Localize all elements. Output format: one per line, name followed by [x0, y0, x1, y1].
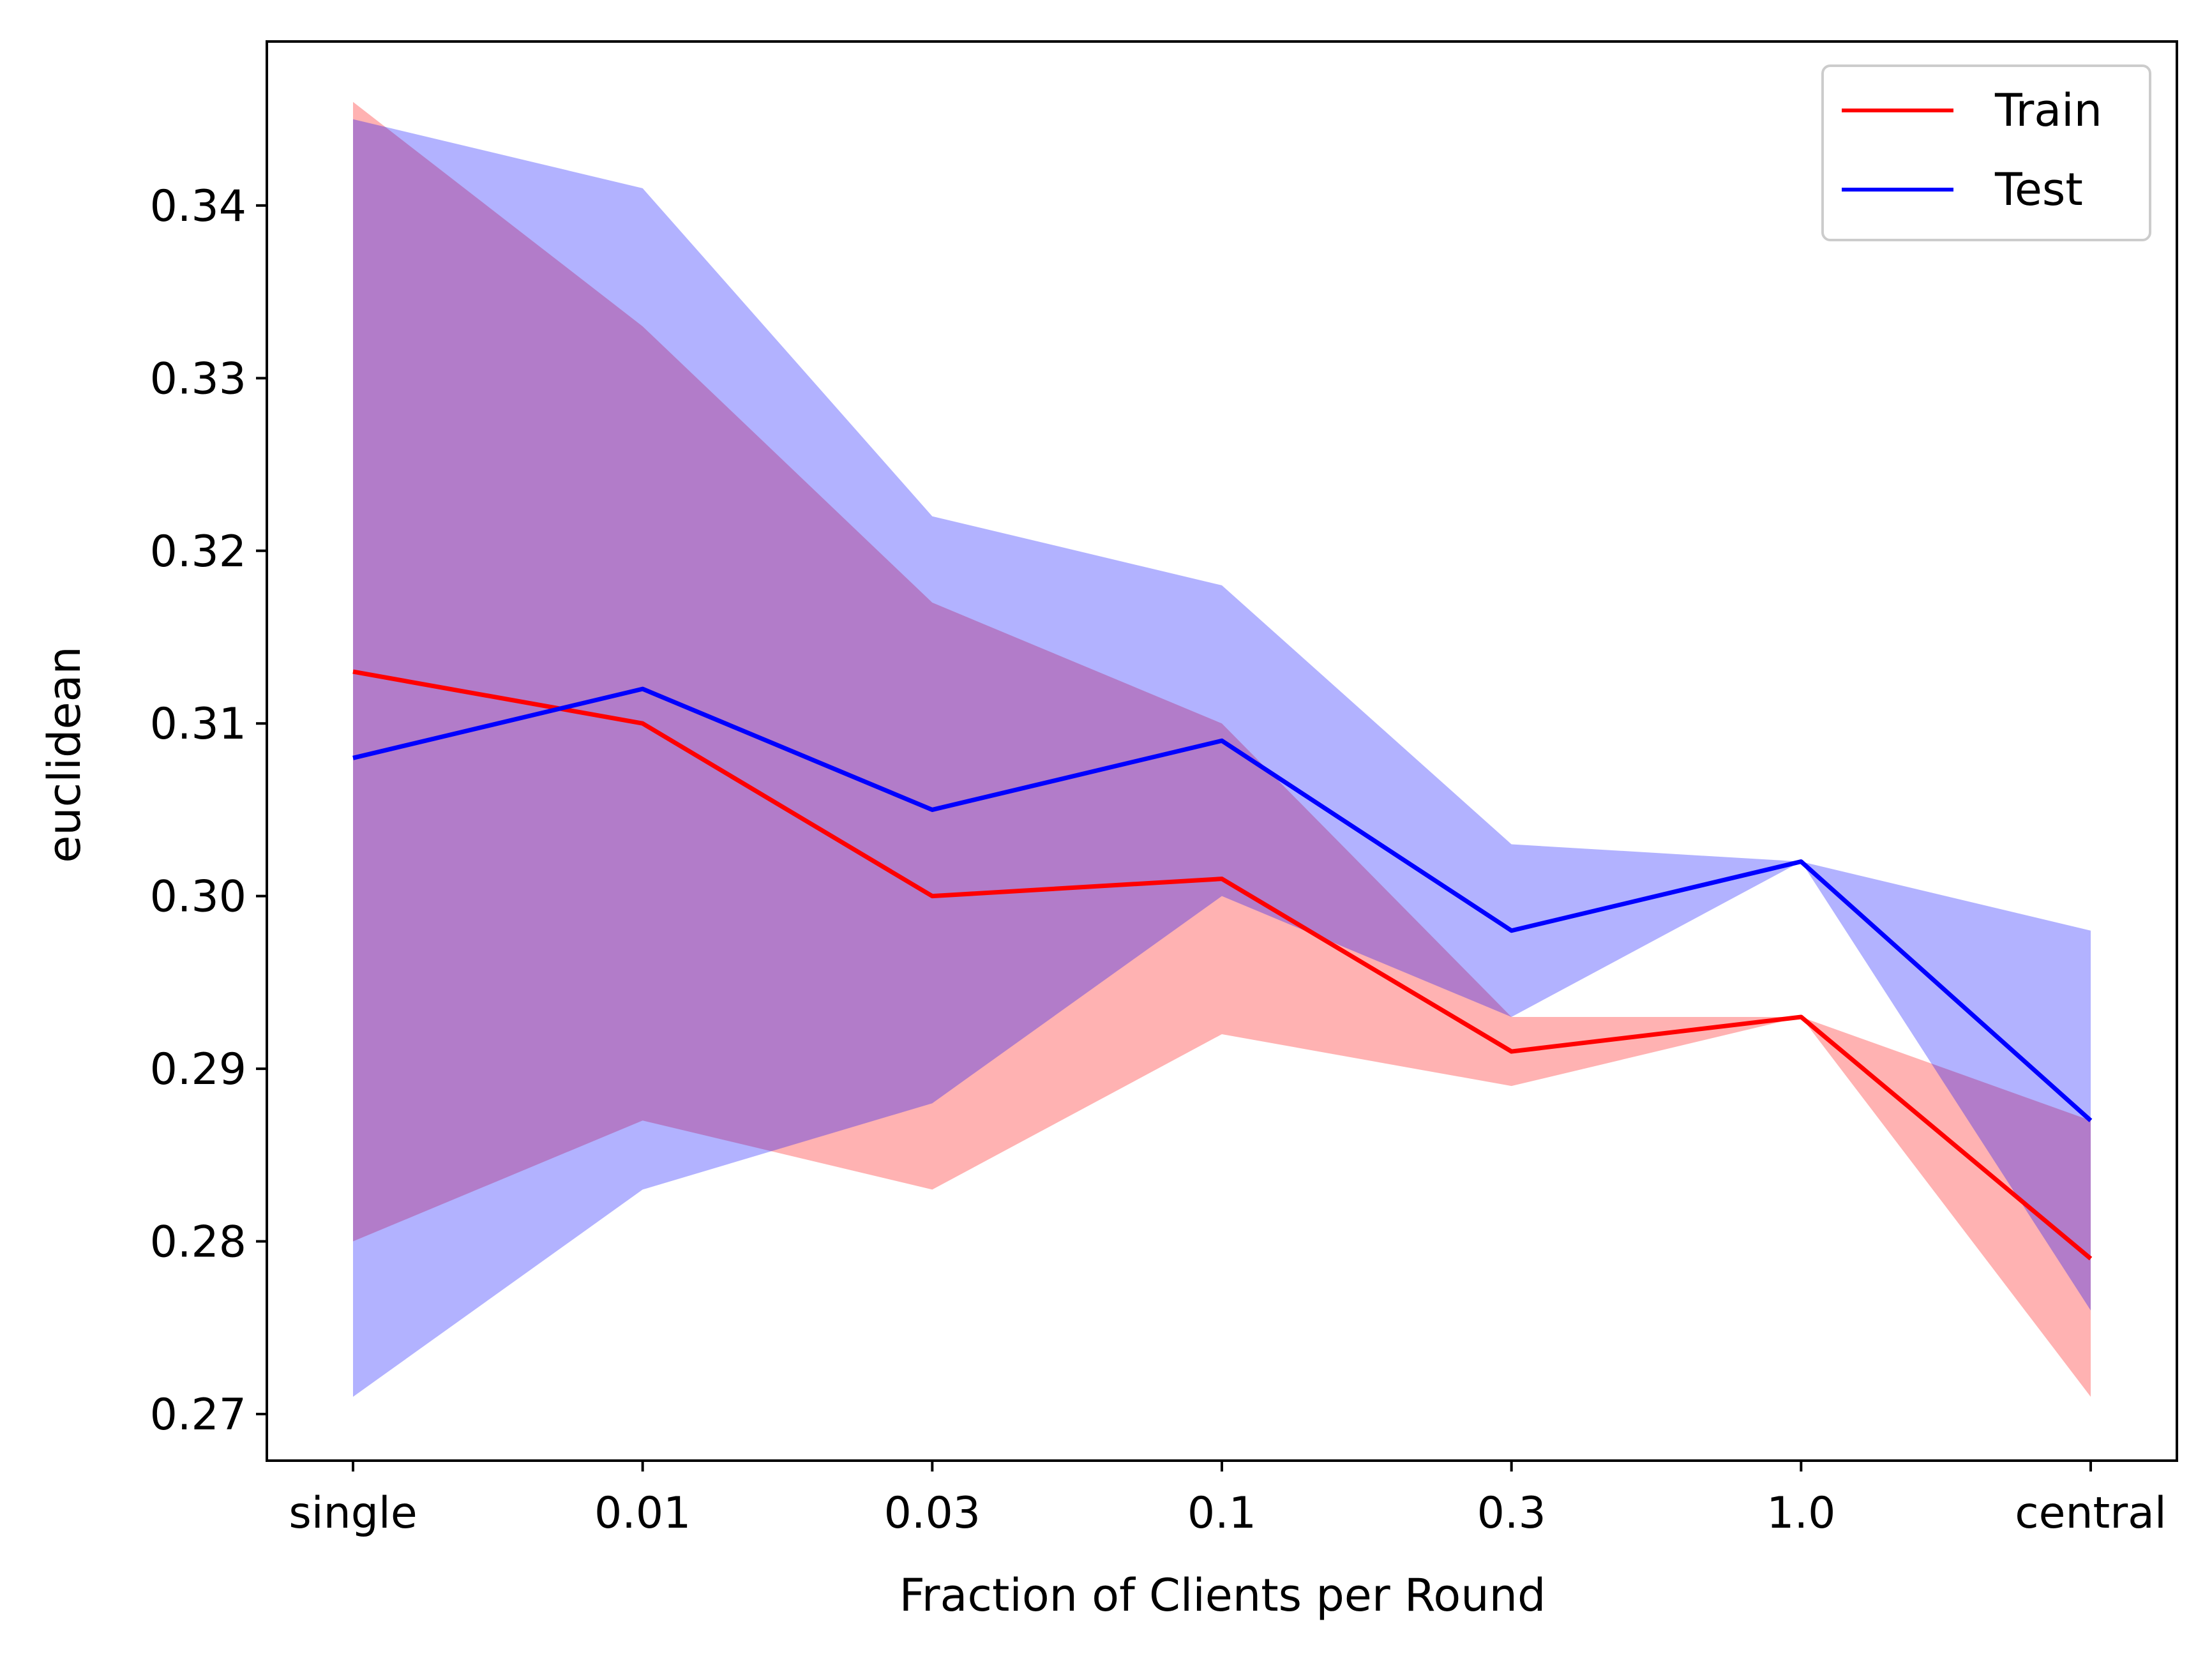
x-tick-label: 0.03 [884, 1488, 981, 1539]
legend-label-test: Test [1994, 163, 2083, 216]
series-line-test [352, 686, 2093, 1122]
band-test [353, 119, 2091, 1397]
y-tick-label: 0.27 [150, 1390, 246, 1440]
x-tick-label: 0.3 [1477, 1488, 1546, 1539]
x-axis: single 0.01 0.03 0.1 0.3 1.0 central [289, 1461, 2167, 1539]
series-lines [352, 669, 2093, 1261]
y-tick-label: 0.29 [150, 1044, 246, 1095]
x-tick-label: 1.0 [1766, 1488, 1835, 1539]
x-tick-label: single [289, 1488, 417, 1539]
legend-label-train: Train [1994, 84, 2102, 137]
y-tick-label: 0.33 [150, 354, 246, 404]
band-train [353, 102, 2091, 1397]
y-axis: 0.27 0.28 0.29 0.30 0.31 0.32 0.33 0.34 [150, 181, 267, 1440]
y-tick-label: 0.34 [150, 181, 246, 232]
x-axis-title: Fraction of Clients per Round [899, 1569, 1546, 1622]
y-tick-label: 0.30 [150, 872, 246, 922]
y-tick-label: 0.31 [150, 699, 246, 749]
legend: Train Test [1821, 64, 2151, 241]
y-tick-label: 0.28 [150, 1217, 246, 1268]
x-tick-label: 0.1 [1187, 1488, 1256, 1539]
series-line-train [352, 669, 2093, 1261]
x-tick-label: central [2015, 1488, 2167, 1539]
y-tick-label: 0.32 [150, 527, 246, 577]
x-tick-label: 0.01 [594, 1488, 691, 1539]
y-axis-title: euclidean [38, 646, 91, 863]
confidence-bands [353, 102, 2091, 1397]
